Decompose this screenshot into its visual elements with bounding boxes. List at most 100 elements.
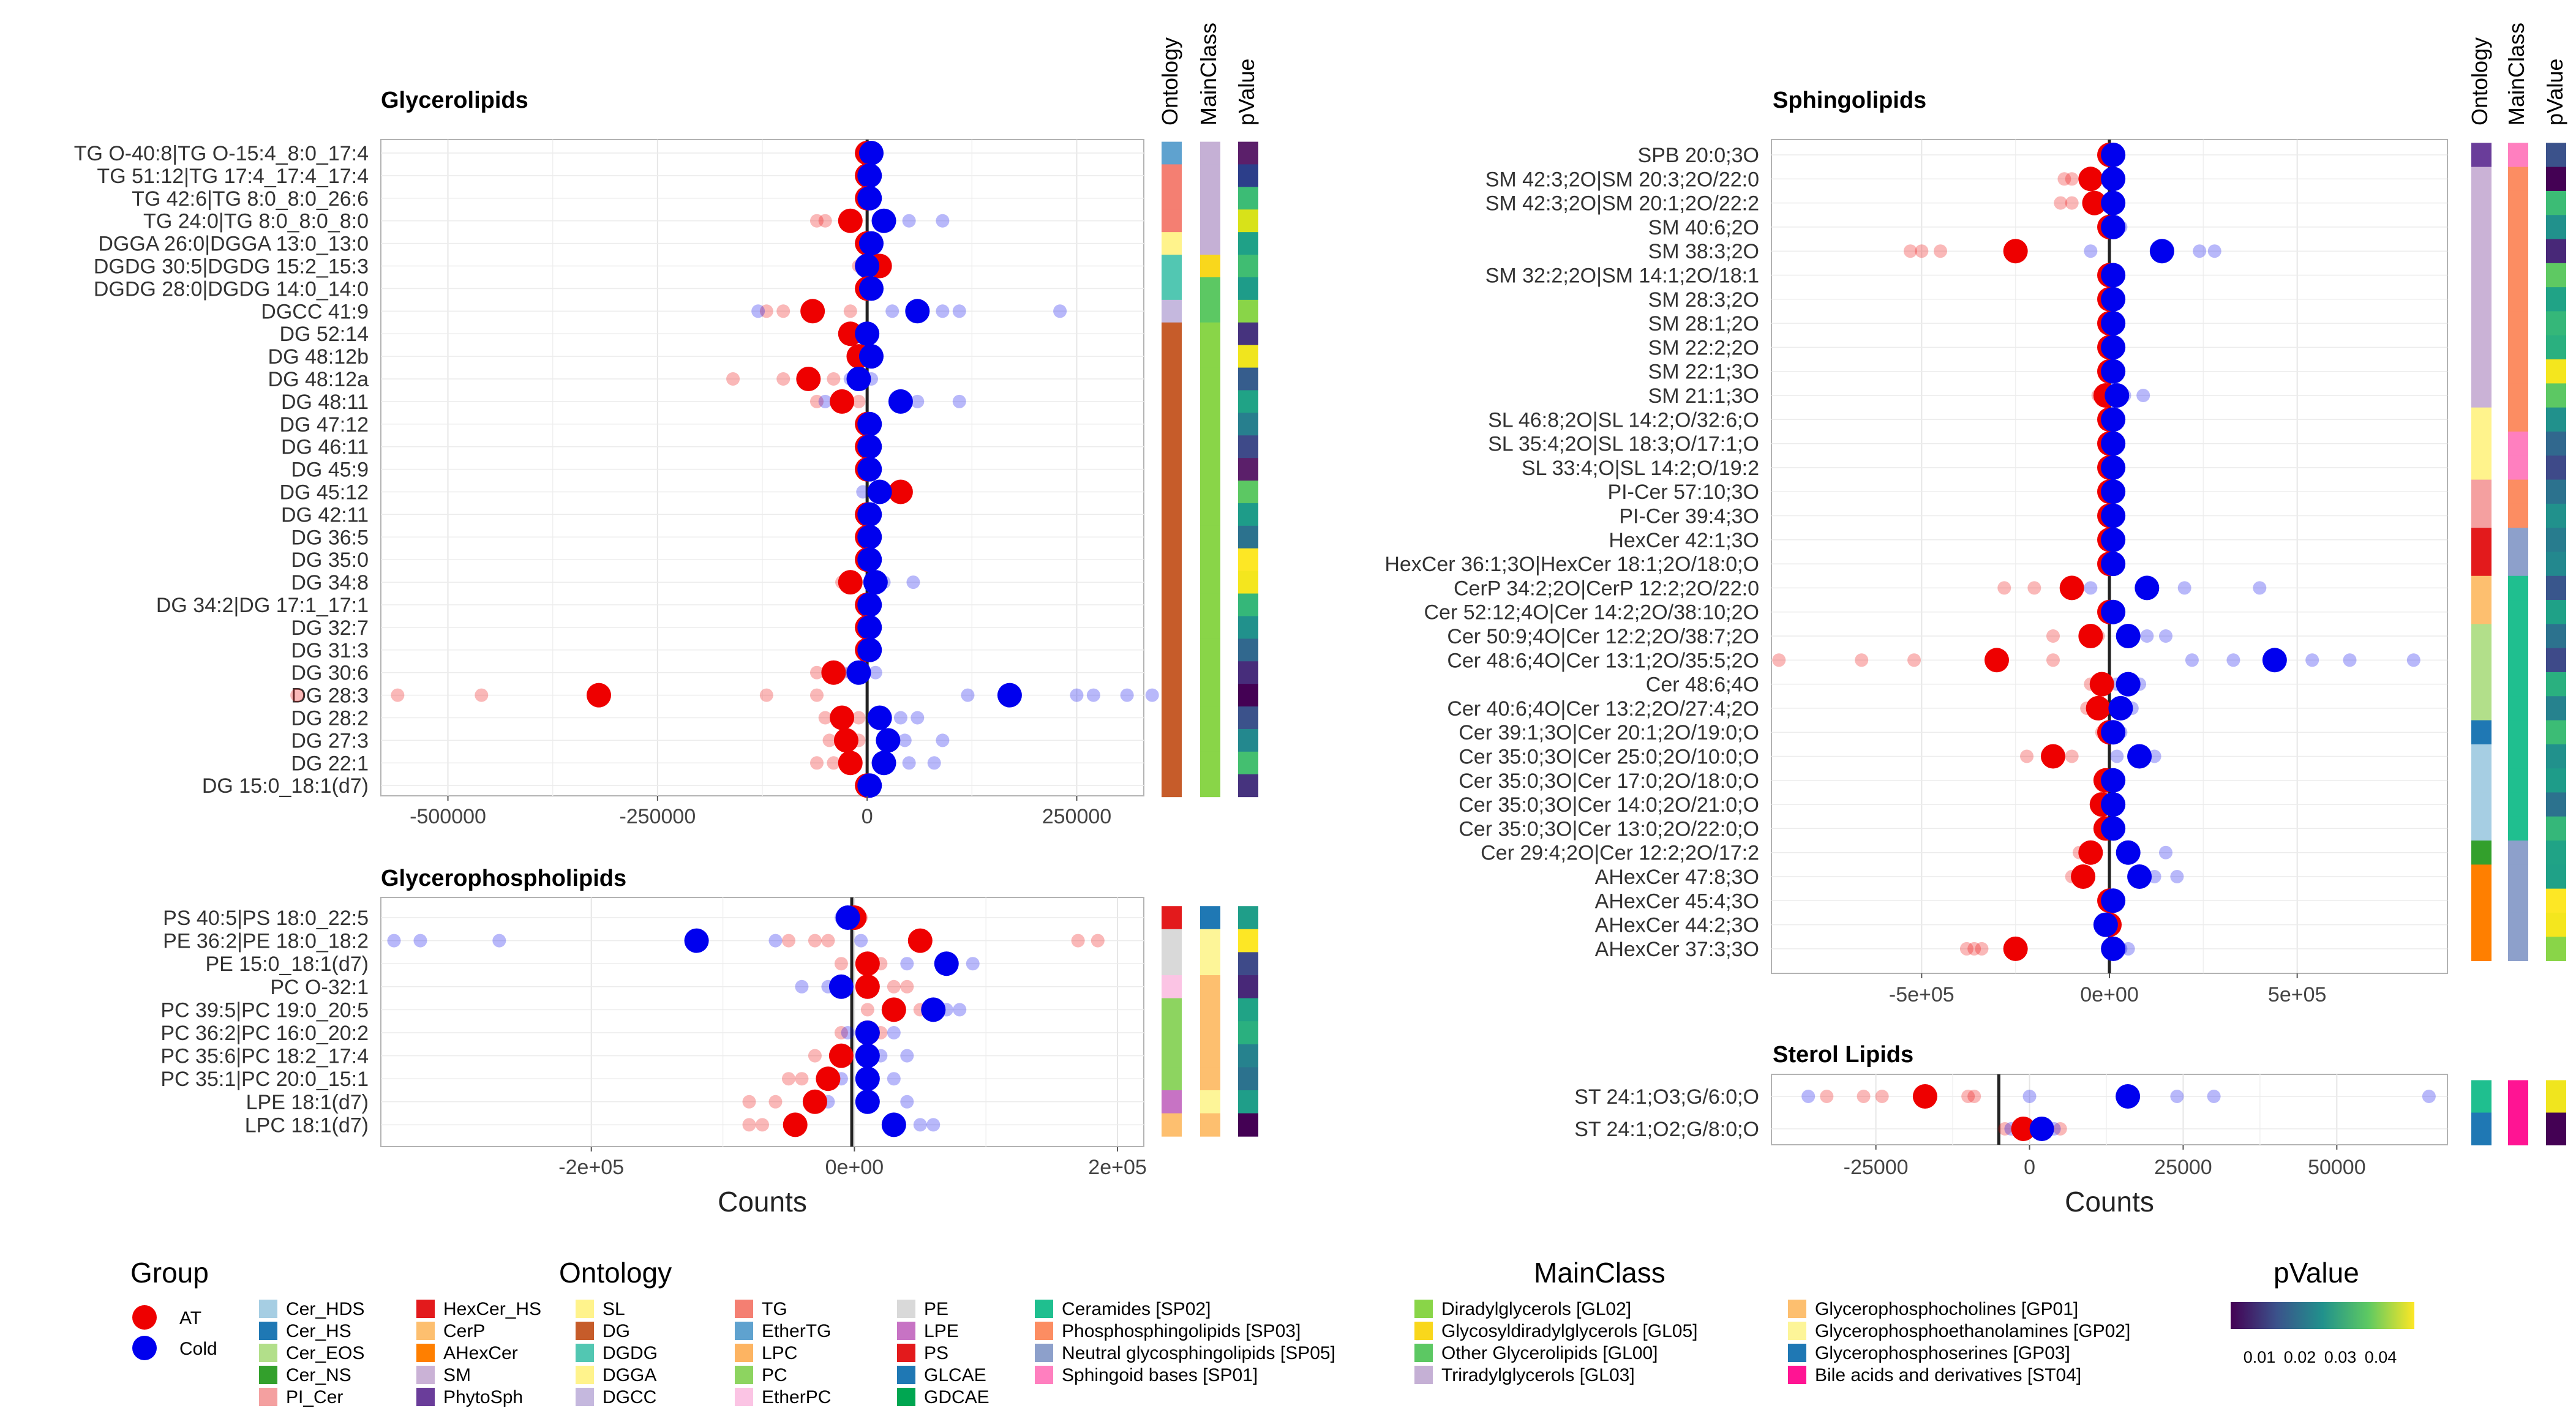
ontology-strip-cell — [2471, 215, 2492, 240]
pvalue-strip-cell — [2546, 624, 2566, 649]
cold-replicate-point — [2159, 629, 2172, 643]
pvalue-strip-cell — [1238, 345, 1258, 369]
row-label: DG 15:0_18:1(d7) — [202, 774, 369, 798]
at-replicate-point — [843, 304, 857, 318]
row-label: SM 28:1;2O — [1648, 312, 1759, 335]
at-replicate-point — [1975, 942, 1989, 956]
cold-replicate-point — [902, 756, 916, 770]
ontology-strip-cell — [1162, 209, 1182, 233]
at-replicate-point — [1855, 653, 1869, 667]
strip-header-pvalue: pValue — [1234, 59, 1259, 125]
pvalue-strip-cell — [1238, 435, 1258, 459]
row-label: TG 51:12|TG 17:4_17:4_17:4 — [97, 165, 369, 188]
panel-title-glycerolipids: Glycerolipids — [381, 88, 528, 113]
legend-ontology-swatch — [416, 1300, 435, 1318]
pvalue-strip-cell — [2546, 864, 2566, 889]
row-label: Cer 29:4;2O|Cer 12:2;2O/17:2 — [1481, 842, 1759, 865]
mainclass-strip-cell — [1200, 952, 1220, 976]
cold-replicate-point — [911, 394, 925, 408]
legend-pvalue-tick: 0.04 — [2365, 1348, 2397, 1366]
x-tick-label: 0e+00 — [825, 1156, 884, 1179]
cold-replicate-point — [2177, 581, 2191, 595]
pvalue-strip-cell — [1238, 1021, 1258, 1045]
pvalue-strip-cell — [2546, 503, 2566, 528]
mainclass-strip-cell — [2508, 792, 2528, 817]
mainclass-strip-cell — [2508, 239, 2528, 264]
cold-replicate-point — [1053, 304, 1067, 318]
cold-mean-point — [684, 928, 709, 953]
mainclass-strip-cell — [1200, 390, 1220, 413]
x-tick-label: 0 — [862, 805, 873, 828]
legend-mainclass-label: Triradylglycerols [GL03] — [1441, 1365, 1635, 1385]
mainclass-strip-cell — [2508, 479, 2528, 504]
at-replicate-point — [1997, 581, 2011, 595]
at-replicate-point — [818, 214, 832, 228]
strip-headers-right: Ontology MainClass pValue — [2467, 23, 2567, 125]
ontology-strip-cell — [2471, 503, 2492, 528]
row-label: SM 21:1;3O — [1648, 384, 1759, 408]
row-label: Cer 35:0;3O|Cer 13:0;2O/22:0;O — [1459, 817, 1759, 841]
panel-title-glycerophospholipids: Glycerophospholipids — [381, 866, 626, 891]
ontology-strip-cell — [1162, 998, 1182, 1022]
ontology-strip-cell — [2471, 239, 2492, 264]
cold-replicate-point — [926, 1118, 941, 1132]
at-mean-point — [802, 1089, 827, 1114]
pvalue-strip-cell — [2546, 455, 2566, 481]
pvalue-strip-cell — [1238, 481, 1258, 504]
legend: Group Ontology MainClass pValue AT Cold Ce… — [130, 1257, 2414, 1407]
pvalue-strip-cell — [2546, 720, 2566, 745]
mainclass-strip-cell — [2508, 552, 2528, 577]
at-mean-point — [1985, 648, 2009, 673]
cold-replicate-point — [887, 1072, 901, 1086]
at-mean-point — [881, 997, 906, 1022]
cold-mean-point — [2101, 190, 2126, 215]
cold-replicate-point — [751, 304, 765, 318]
cold-mean-point — [857, 457, 882, 482]
cold-mean-point — [855, 1089, 880, 1114]
mainclass-strip-cell — [1200, 367, 1220, 391]
cold-mean-point — [2101, 167, 2126, 192]
pvalue-strip-cell — [2546, 359, 2566, 384]
row-label: Cer 50:9;4O|Cer 12:2;2O/38:7;2O — [1447, 625, 1759, 648]
ontology-strip-cell — [1162, 367, 1182, 391]
row-label: SM 22:2;2O — [1648, 336, 1759, 359]
at-mean-point — [838, 570, 863, 595]
panel-title-sphingolipids: Sphingolipids — [1773, 88, 1926, 113]
row-label: SM 22:1;3O — [1648, 361, 1759, 384]
at-replicate-point — [290, 688, 304, 702]
cold-mean-point — [2116, 672, 2141, 697]
strip-headers-left: Ontology MainClass pValue — [1157, 23, 1259, 125]
panel-title-sterol: Sterol Lipids — [1773, 1042, 1913, 1068]
at-replicate-point — [776, 372, 790, 386]
cold-replicate-point — [1801, 1090, 1816, 1103]
at-replicate-point — [391, 688, 405, 702]
pvalue-strip-cell — [2546, 937, 2566, 962]
legend-ontology-swatch — [897, 1322, 915, 1340]
ontology-strip-cell — [2471, 455, 2492, 481]
pvalue-strip-cell — [1238, 367, 1258, 391]
row-label: DG 28:2 — [291, 707, 369, 730]
cold-replicate-point — [818, 394, 832, 408]
legend-mainclass-label: Phosphosphingolipids [SP03] — [1062, 1321, 1301, 1341]
ontology-strip-cell — [2471, 744, 2492, 769]
row-label: LPC 18:1(d7) — [245, 1114, 369, 1137]
mainclass-strip-cell — [1200, 413, 1220, 436]
row-label: DG 48:11 — [281, 391, 369, 414]
cold-replicate-point — [795, 979, 809, 994]
row-label: PC 36:2|PC 16:0_20:2 — [160, 1022, 369, 1045]
cold-mean-point — [2101, 143, 2126, 167]
strip-header-mainclass: MainClass — [2504, 23, 2529, 125]
row-label: SPB 20:0;3O — [1638, 144, 1759, 167]
cold-replicate-point — [2136, 389, 2150, 402]
mainclass-strip-cell — [1200, 616, 1220, 639]
at-mean-point — [2003, 239, 2028, 264]
cold-replicate-point — [893, 711, 907, 725]
legend-mainclass-swatch — [1035, 1300, 1053, 1318]
cold-replicate-point — [906, 575, 920, 590]
row-label: DG 28:3 — [291, 684, 369, 708]
mainclass-strip-cell — [1200, 435, 1220, 459]
row-label: ST 24:1;O3;G/6:0;O — [1574, 1085, 1759, 1109]
mainclass-strip-cell — [2508, 431, 2528, 456]
cold-replicate-point — [2022, 1090, 2037, 1103]
cold-mean-point — [2101, 286, 2126, 312]
